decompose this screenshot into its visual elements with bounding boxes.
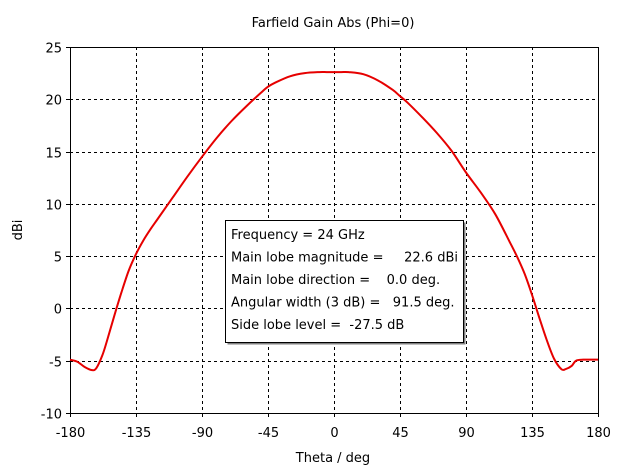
x-tick-label: 135 bbox=[520, 426, 545, 441]
info-box-line: Frequency = 24 GHz bbox=[231, 228, 365, 243]
chart-title: Farfield Gain Abs (Phi=0) bbox=[252, 16, 415, 31]
y-tick-label: 25 bbox=[45, 42, 62, 57]
y-axis-label: dBi bbox=[11, 220, 26, 241]
info-box-line: Angular width (3 dB) = 91.5 deg. bbox=[231, 296, 455, 311]
info-box-frame bbox=[225, 220, 464, 343]
y-tick-label: 10 bbox=[45, 199, 62, 214]
info-box-line: Main lobe magnitude = 22.6 dBi bbox=[231, 251, 458, 266]
x-tick-label: 180 bbox=[586, 426, 611, 441]
x-tick-label: -180 bbox=[56, 426, 86, 441]
y-tick-label: 0 bbox=[54, 303, 62, 318]
y-tick-label: 20 bbox=[45, 94, 62, 109]
x-tick-label: 0 bbox=[330, 426, 338, 441]
gain-series-line bbox=[69, 70, 598, 372]
y-tick-label: 15 bbox=[45, 147, 62, 162]
y-tick-label: -10 bbox=[41, 408, 62, 423]
x-tick-label: -45 bbox=[258, 426, 279, 441]
info-box-line: Side lobe level = -27.5 dB bbox=[231, 318, 404, 333]
x-axis-label: Theta / deg bbox=[295, 451, 370, 466]
y-tick-label: 5 bbox=[54, 251, 62, 266]
x-tick-label: -90 bbox=[192, 426, 213, 441]
y-tick-label: -5 bbox=[49, 356, 62, 371]
x-tick-label: 45 bbox=[392, 426, 409, 441]
series-layer bbox=[69, 70, 598, 372]
x-tick-label: 90 bbox=[458, 426, 475, 441]
ticks-layer: -180 -135 -90 -45 0 45 90 135 180 -10 -5 0 5 10 15 20 25 bbox=[41, 42, 611, 442]
x-tick-label: -135 bbox=[122, 426, 152, 441]
info-box: Frequency = 24 GHz Main lobe magnitude = … bbox=[225, 220, 466, 345]
info-box-line: Main lobe direction = 0.0 deg. bbox=[231, 273, 440, 288]
